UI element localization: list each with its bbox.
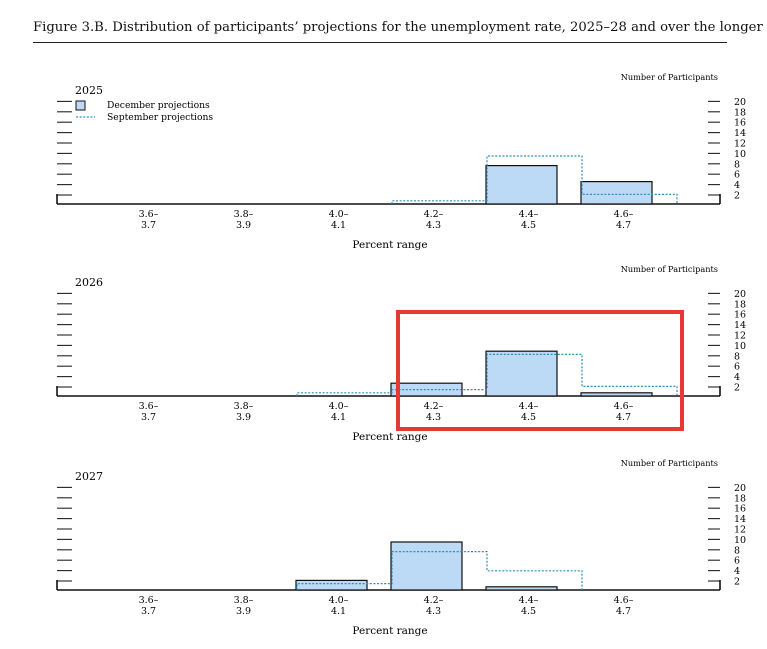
y-tick-label: 12 bbox=[734, 139, 746, 150]
x-tick-label: 4.7 bbox=[616, 220, 631, 231]
x-tick-label: 4.1 bbox=[331, 220, 346, 231]
x-tick-label: 4.4– bbox=[519, 209, 539, 220]
y-tick-label: 18 bbox=[734, 299, 746, 310]
y-tick-label: 12 bbox=[734, 525, 746, 536]
december-bar bbox=[390, 382, 463, 397]
december-bar bbox=[580, 392, 653, 397]
chart-panel-2025: Number of Participants 2025 24681012141618… bbox=[56, 72, 746, 251]
y-tick-label: 6 bbox=[734, 362, 740, 373]
y-tick-label: 2 bbox=[734, 383, 740, 394]
chart-panel-2026: Number of Participants 2026 24681012141618… bbox=[56, 264, 746, 443]
x-axis-title: Percent range bbox=[352, 239, 427, 251]
x-tick-label: 3.6– bbox=[139, 401, 159, 412]
x-tick-label: 3.9 bbox=[236, 606, 251, 617]
y-tick-label: 12 bbox=[734, 331, 746, 342]
y-tick-label: 16 bbox=[734, 310, 746, 321]
y-tick-label: 10 bbox=[734, 535, 746, 546]
x-tick-label: 4.5 bbox=[521, 412, 536, 423]
panel-year-label: 2026 bbox=[75, 276, 103, 289]
september-outline bbox=[296, 353, 678, 396]
x-tick-label: 4.1 bbox=[331, 412, 346, 423]
y-axis-title: Number of Participants bbox=[621, 264, 718, 274]
x-tick-label: 4.6– bbox=[614, 401, 634, 412]
x-tick-label: 3.9 bbox=[236, 412, 251, 423]
x-tick-label: 4.7 bbox=[616, 606, 631, 617]
x-tick-label: 3.8– bbox=[234, 595, 254, 606]
december-bar bbox=[580, 181, 653, 205]
x-axis-title: Percent range bbox=[352, 625, 427, 637]
x-tick-label: 3.8– bbox=[234, 401, 254, 412]
y-tick-label: 18 bbox=[734, 493, 746, 504]
y-tick-label: 4 bbox=[734, 566, 740, 577]
x-tick-label: 4.0– bbox=[329, 401, 349, 412]
x-tick-label: 3.8– bbox=[234, 209, 254, 220]
september-outline bbox=[296, 551, 583, 590]
y-tick-label: 14 bbox=[734, 320, 746, 331]
x-tick-label: 4.4– bbox=[519, 595, 539, 606]
y-tick-label: 2 bbox=[734, 191, 740, 202]
y-tick-label: 4 bbox=[734, 180, 740, 191]
y-tick-label: 4 bbox=[734, 372, 740, 383]
y-tick-label: 20 bbox=[734, 483, 746, 494]
december-bar bbox=[295, 579, 368, 591]
legend-september-label: September projections bbox=[107, 112, 213, 123]
x-tick-label: 4.5 bbox=[521, 220, 536, 231]
december-bar bbox=[390, 541, 463, 591]
y-tick-label: 8 bbox=[734, 159, 740, 170]
y-axis-title: Number of Participants bbox=[621, 72, 718, 82]
y-tick-label: 8 bbox=[734, 545, 740, 556]
x-tick-label: 4.3 bbox=[426, 606, 441, 617]
x-tick-label: 4.6– bbox=[614, 595, 634, 606]
x-tick-label: 4.4– bbox=[519, 401, 539, 412]
x-axis-title: Percent range bbox=[352, 431, 427, 443]
y-tick-label: 18 bbox=[734, 107, 746, 118]
y-tick-label: 6 bbox=[734, 556, 740, 567]
y-tick-label: 20 bbox=[734, 97, 746, 108]
legend-december-swatch bbox=[75, 100, 86, 111]
y-tick-label: 8 bbox=[734, 351, 740, 362]
figure-title: Figure 3.B. Distribution of participants… bbox=[33, 20, 767, 35]
december-bar bbox=[485, 350, 558, 397]
x-tick-label: 3.7 bbox=[141, 412, 156, 423]
x-tick-label: 3.7 bbox=[141, 606, 156, 617]
x-tick-label: 4.2– bbox=[424, 209, 444, 220]
x-tick-label: 3.6– bbox=[139, 209, 159, 220]
legend-december-label: December projections bbox=[107, 100, 210, 111]
x-tick-label: 4.2– bbox=[424, 595, 444, 606]
y-tick-label: 16 bbox=[734, 504, 746, 515]
title-rule bbox=[33, 42, 727, 43]
x-tick-label: 4.0– bbox=[329, 209, 349, 220]
x-tick-label: 4.0– bbox=[329, 595, 349, 606]
y-tick-label: 20 bbox=[734, 289, 746, 300]
x-tick-label: 4.2– bbox=[424, 401, 444, 412]
y-tick-label: 2 bbox=[734, 577, 740, 588]
y-tick-label: 6 bbox=[734, 170, 740, 181]
x-tick-label: 4.3 bbox=[426, 412, 441, 423]
x-tick-label: 4.7 bbox=[616, 412, 631, 423]
panel-year-label: 2025 bbox=[75, 84, 103, 97]
x-tick-label: 4.3 bbox=[426, 220, 441, 231]
december-bar bbox=[485, 165, 558, 205]
y-tick-label: 10 bbox=[734, 149, 746, 160]
panel-year-label: 2027 bbox=[75, 470, 103, 483]
chart-panel-2027: Number of Participants 2027 24681012141618… bbox=[56, 458, 746, 637]
x-tick-label: 3.6– bbox=[139, 595, 159, 606]
x-tick-label: 4.5 bbox=[521, 606, 536, 617]
y-axis-title: Number of Participants bbox=[621, 458, 718, 468]
y-tick-label: 14 bbox=[734, 128, 746, 139]
september-outline bbox=[391, 155, 678, 204]
y-tick-label: 14 bbox=[734, 514, 746, 525]
x-tick-label: 3.9 bbox=[236, 220, 251, 231]
y-tick-label: 16 bbox=[734, 118, 746, 129]
x-tick-label: 3.7 bbox=[141, 220, 156, 231]
x-tick-label: 4.6– bbox=[614, 209, 634, 220]
y-tick-label: 10 bbox=[734, 341, 746, 352]
x-tick-label: 4.1 bbox=[331, 606, 346, 617]
december-bar bbox=[485, 586, 558, 591]
